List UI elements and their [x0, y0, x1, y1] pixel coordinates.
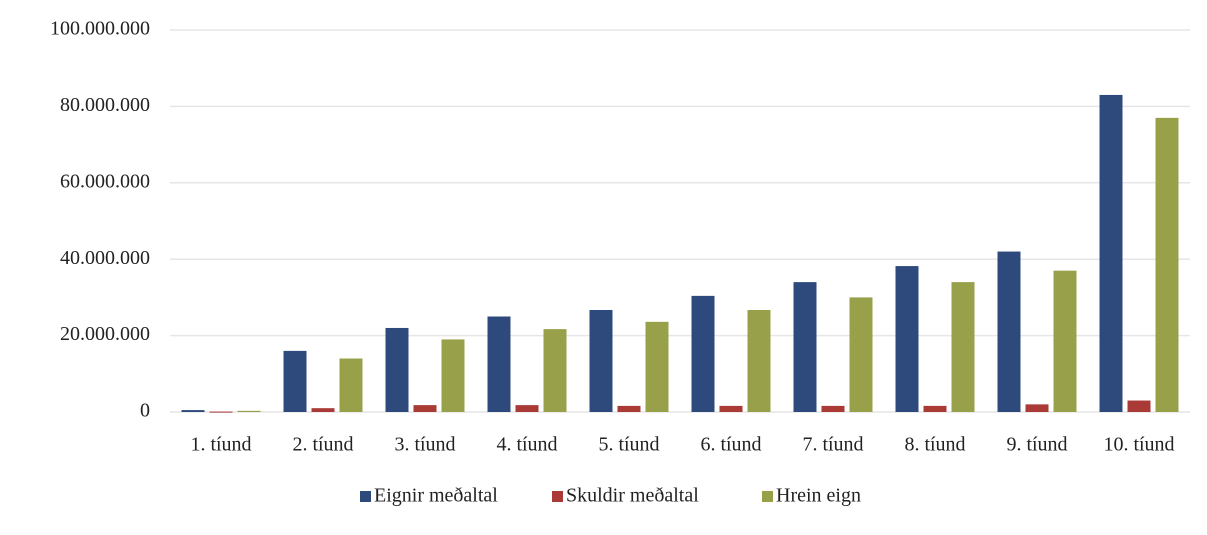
x-tick-label: 10. tíund [1103, 434, 1174, 456]
legend-swatch [762, 491, 773, 502]
x-tick-label: 1. tíund [190, 434, 251, 456]
bar [849, 297, 873, 412]
bar [237, 410, 261, 412]
x-tick-label: 7. tíund [802, 434, 863, 456]
bar [997, 251, 1021, 412]
x-tick-label: 8. tíund [904, 434, 965, 456]
bar [413, 405, 437, 412]
bar [719, 405, 743, 412]
bar [1053, 270, 1077, 412]
legend-swatch [360, 491, 371, 502]
bar [821, 405, 845, 412]
bar [1099, 94, 1123, 412]
bar [209, 411, 233, 413]
y-tick-label: 100.000.000 [50, 18, 150, 40]
bar [617, 405, 641, 412]
legend-swatch [552, 491, 563, 502]
bar [487, 316, 511, 412]
legend-label: Eignir meðaltal [374, 485, 498, 507]
bar [385, 327, 409, 412]
bar [589, 310, 613, 412]
bar [1025, 404, 1049, 412]
bar [691, 295, 715, 412]
bar [1127, 400, 1151, 412]
x-tick-label: 5. tíund [598, 434, 659, 456]
bar [339, 358, 363, 412]
x-tick-label: 2. tíund [292, 434, 353, 456]
bar [1155, 117, 1179, 413]
bar [895, 266, 919, 412]
x-tick-label: 4. tíund [496, 434, 557, 456]
y-tick-label: 60.000.000 [60, 170, 150, 192]
bar [645, 321, 669, 412]
y-tick-label: 20.000.000 [60, 323, 150, 345]
x-tick-label: 3. tíund [394, 434, 455, 456]
bar [543, 329, 567, 412]
y-tick-label: 80.000.000 [60, 94, 150, 116]
bar [951, 282, 975, 412]
y-tick-label: 0 [140, 400, 150, 422]
bar [793, 282, 817, 412]
legend-label: Hrein eign [776, 485, 861, 507]
bar [181, 410, 205, 412]
bar [923, 405, 947, 412]
bar [515, 405, 539, 412]
bar [747, 310, 771, 412]
legend-label: Skuldir meðaltal [566, 485, 699, 507]
bar [283, 350, 307, 412]
bar [311, 408, 335, 412]
bar [441, 339, 465, 412]
x-tick-label: 6. tíund [700, 434, 761, 456]
x-tick-label: 9. tíund [1006, 434, 1067, 456]
y-tick-label: 40.000.000 [60, 247, 150, 269]
